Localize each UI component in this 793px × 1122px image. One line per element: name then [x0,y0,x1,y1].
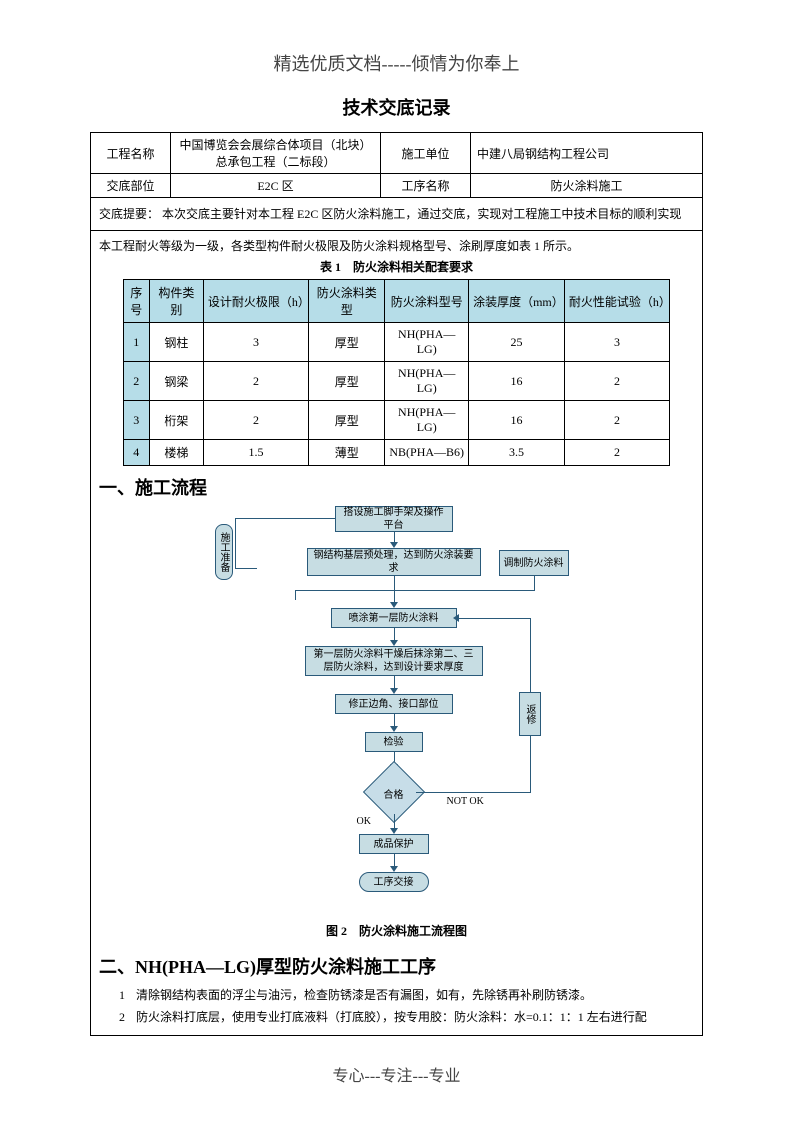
flow-node-11: 返修 [519,692,541,736]
flow-node-10: 工序交接 [359,872,429,892]
page-footer: 专心---专注---专业 [0,1062,793,1086]
label-disclosure-part: 交底部位 [91,174,171,198]
flow-label-notok: NOT OK [447,796,484,807]
summary-text: 本次交底主要针对本工程 E2C 区防火涂料施工，通过交底，实现对工程施工中技术目… [162,207,681,221]
flow-node-4: 喷涂第一层防火涂料 [331,608,457,628]
intro-text: 本工程耐火等级为一级，各类型构件耐火极限及防火涂料规格型号、涂刷厚度如表 1 所… [99,237,694,254]
col-2: 设计耐火极限（h） [203,280,308,323]
label-construction-unit: 施工单位 [381,133,471,174]
table-row: 1 钢柱 3 厚型 NH(PHA—LG) 25 3 [123,323,669,362]
fig2-caption: 图 2 防火涂料施工流程图 [99,922,694,939]
summary-label: 交底提要： [99,207,159,221]
value-disclosure-part: E2C 区 [171,174,381,198]
label-process-name: 工序名称 [381,174,471,198]
section2-heading: 二、NH(PHA—LG)厚型防火涂料施工工序 [99,953,694,979]
section1-heading: 一、施工流程 [99,474,694,500]
flow-node-5: 第一层防火涂料干燥后抹涂第二、三层防火涂料，达到设计要求厚度 [305,646,483,676]
flow-node-2: 钢结构基层预处理，达到防火涂装要求 [307,548,481,576]
col-1: 构件类别 [149,280,203,323]
flowchart: 施工准备 搭设施工脚手架及操作平台 钢结构基层预处理，达到防火涂装要求 调制防火… [207,506,587,916]
step-2: 2 防火涂料打底层，使用专业打底液料（打底胶），按专用胶：防火涂料：水=0.1：… [119,1007,694,1029]
col-4: 防火涂料型号 [385,280,469,323]
flow-label-ok: OK [357,816,371,827]
value-construction-unit: 中建八局钢结构工程公司 [471,133,703,174]
flow-node-6: 修正边角、接口部位 [335,694,453,714]
doc-title: 技术交底记录 [90,94,703,120]
label-project-name: 工程名称 [91,133,171,174]
col-0: 序号 [123,280,149,323]
table-row: 4 楼梯 1.5 薄型 NB(PHA—B6) 3.5 2 [123,440,669,466]
flow-node-9: 成品保护 [359,834,429,854]
page-header: 精选优质文档-----倾情为你奉上 [90,50,703,76]
table-row: 2 钢梁 2 厚型 NH(PHA—LG) 16 2 [123,362,669,401]
flow-side-label: 施工准备 [215,524,233,580]
summary-box: 交底提要： 本次交底主要针对本工程 E2C 区防火涂料施工，通过交底，实现对工程… [90,198,703,231]
col-3: 防火涂料类型 [309,280,385,323]
flow-node-1: 搭设施工脚手架及操作平台 [335,506,453,532]
table1-caption: 表 1 防火涂料相关配套要求 [99,258,694,275]
info-table: 工程名称 中国博览会会展综合体项目（北块）总承包工程（二标段） 施工单位 中建八… [90,132,703,198]
requirements-table: 序号 构件类别 设计耐火极限（h） 防火涂料类型 防火涂料型号 涂装厚度（mm）… [123,279,670,466]
step-1: 1 清除钢结构表面的浮尘与油污，检查防锈漆是否有漏图，如有，先除锈再补刷防锈漆。 [119,985,694,1007]
intro-box: 本工程耐火等级为一级，各类型构件耐火极限及防火涂料规格型号、涂刷厚度如表 1 所… [90,231,703,1035]
flow-decision-label: 合格 [372,786,416,801]
value-process-name: 防火涂料施工 [471,174,703,198]
value-project-name: 中国博览会会展综合体项目（北块）总承包工程（二标段） [171,133,381,174]
col-5: 涂装厚度（mm） [469,280,565,323]
flow-node-3: 调制防火涂料 [499,550,569,576]
flow-node-7: 检验 [365,732,423,752]
col-6: 耐火性能试验（h） [564,280,669,323]
table-row: 3 桁架 2 厚型 NH(PHA—LG) 16 2 [123,401,669,440]
